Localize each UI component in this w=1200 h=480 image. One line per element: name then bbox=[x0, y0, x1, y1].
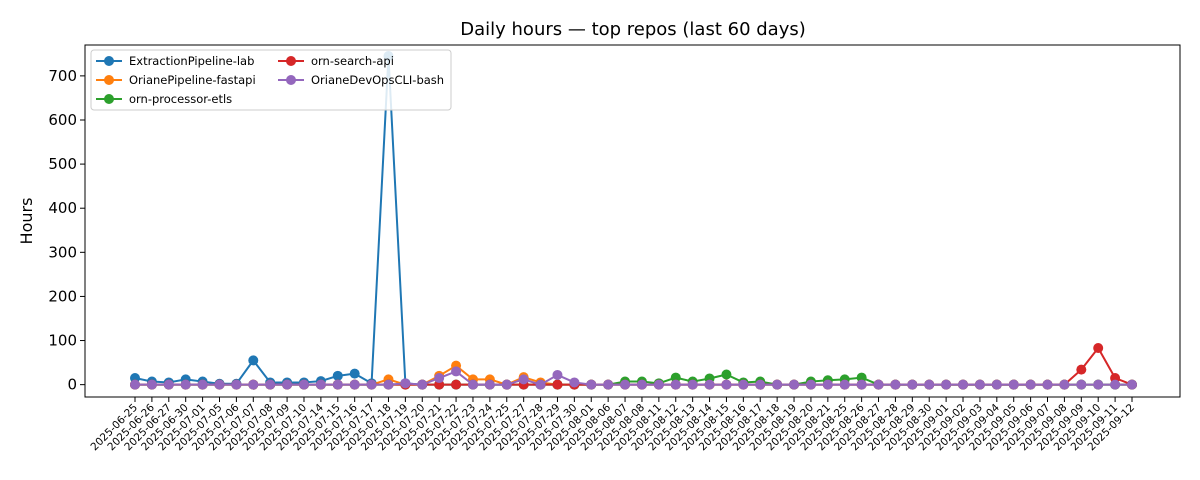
data-point bbox=[856, 372, 867, 383]
legend-label: OrianePipeline-fastapi bbox=[129, 73, 256, 87]
data-point bbox=[451, 379, 462, 390]
legend-label: orn-search-api bbox=[311, 54, 394, 68]
data-point bbox=[197, 379, 208, 390]
data-point bbox=[856, 379, 867, 390]
legend-swatch-marker bbox=[104, 75, 114, 85]
data-point bbox=[839, 379, 850, 390]
data-point bbox=[518, 374, 529, 385]
data-point bbox=[924, 379, 935, 390]
data-point bbox=[772, 379, 783, 390]
data-point bbox=[974, 379, 985, 390]
data-point bbox=[620, 379, 631, 390]
legend-swatch-marker bbox=[104, 56, 114, 66]
data-point bbox=[603, 379, 614, 390]
data-point bbox=[670, 379, 681, 390]
legend-label: ExtractionPipeline-lab bbox=[129, 54, 254, 68]
data-point bbox=[687, 379, 698, 390]
data-point bbox=[282, 379, 293, 390]
data-point bbox=[822, 379, 833, 390]
series-layer bbox=[130, 51, 1137, 390]
data-point bbox=[958, 379, 969, 390]
legend-box bbox=[90, 49, 452, 111]
data-point bbox=[434, 373, 445, 384]
legend-label: orn-processor-etls bbox=[129, 92, 232, 106]
chart-title: Daily hours — top repos (last 60 days) bbox=[460, 19, 806, 40]
data-point bbox=[890, 379, 901, 390]
y-tick-label: 0 bbox=[67, 376, 77, 394]
y-axis-label: Hours bbox=[17, 198, 36, 245]
data-point bbox=[130, 379, 140, 390]
data-point bbox=[1059, 379, 1070, 390]
data-point bbox=[1093, 379, 1104, 390]
data-point bbox=[1076, 364, 1087, 375]
series-OrianeDevOpsCLI-bash bbox=[130, 366, 1137, 390]
y-tick-label: 300 bbox=[48, 243, 77, 261]
data-point bbox=[248, 355, 259, 366]
y-tick-label: 400 bbox=[48, 199, 77, 217]
data-point bbox=[552, 369, 563, 380]
data-point bbox=[265, 379, 276, 390]
x-axis: 2025-06-252025-06-262025-06-272025-06-30… bbox=[88, 397, 1137, 453]
legend-swatch-marker bbox=[286, 56, 296, 66]
data-point bbox=[535, 379, 546, 390]
data-point bbox=[721, 379, 732, 390]
data-point bbox=[163, 379, 174, 390]
y-tick-label: 500 bbox=[48, 155, 77, 173]
data-point bbox=[501, 379, 512, 390]
data-point bbox=[552, 379, 563, 390]
data-point bbox=[332, 379, 343, 390]
data-point bbox=[907, 379, 918, 390]
data-point bbox=[484, 379, 495, 390]
data-point bbox=[653, 379, 664, 390]
data-point bbox=[451, 366, 462, 377]
data-point bbox=[1008, 379, 1019, 390]
data-point bbox=[315, 379, 326, 390]
data-point bbox=[349, 368, 360, 379]
data-point bbox=[873, 379, 884, 390]
data-point bbox=[789, 379, 800, 390]
data-point bbox=[231, 379, 242, 390]
y-tick-label: 100 bbox=[48, 332, 77, 350]
legend-swatch-marker bbox=[286, 75, 296, 85]
data-point bbox=[1076, 379, 1087, 390]
y-tick-label: 600 bbox=[48, 111, 77, 129]
data-point bbox=[146, 379, 157, 390]
data-point bbox=[704, 379, 715, 390]
data-point bbox=[1042, 379, 1053, 390]
data-point bbox=[400, 378, 411, 389]
data-point bbox=[467, 379, 478, 390]
data-point bbox=[1127, 379, 1137, 390]
legend-swatch-marker bbox=[104, 94, 114, 104]
data-point bbox=[417, 379, 428, 390]
data-point bbox=[755, 379, 766, 390]
data-point bbox=[214, 379, 225, 390]
legend-label: OrianeDevOpsCLI-bash bbox=[311, 73, 444, 87]
data-point bbox=[349, 379, 360, 390]
data-point bbox=[1110, 379, 1121, 390]
data-point bbox=[180, 379, 191, 390]
data-point bbox=[991, 379, 1002, 390]
data-point bbox=[1025, 379, 1036, 390]
y-tick-label: 200 bbox=[48, 287, 77, 305]
legend: ExtractionPipeline-lab OrianePipeline-fas… bbox=[90, 49, 452, 111]
plot-area bbox=[84, 44, 1181, 398]
data-point bbox=[586, 379, 597, 390]
data-point bbox=[383, 379, 394, 390]
data-point bbox=[298, 379, 309, 390]
data-point bbox=[721, 369, 732, 380]
data-point bbox=[569, 377, 580, 388]
y-axis: 0 100 200 300 400 500 600 700 bbox=[48, 67, 85, 394]
data-point bbox=[248, 379, 259, 390]
data-point bbox=[941, 379, 952, 390]
data-point bbox=[366, 379, 377, 390]
data-point bbox=[332, 370, 343, 381]
data-point bbox=[636, 379, 647, 390]
y-tick-label: 700 bbox=[48, 67, 77, 85]
data-point bbox=[805, 379, 816, 390]
data-point bbox=[1093, 343, 1104, 354]
data-point bbox=[670, 372, 681, 383]
data-point bbox=[738, 379, 749, 390]
